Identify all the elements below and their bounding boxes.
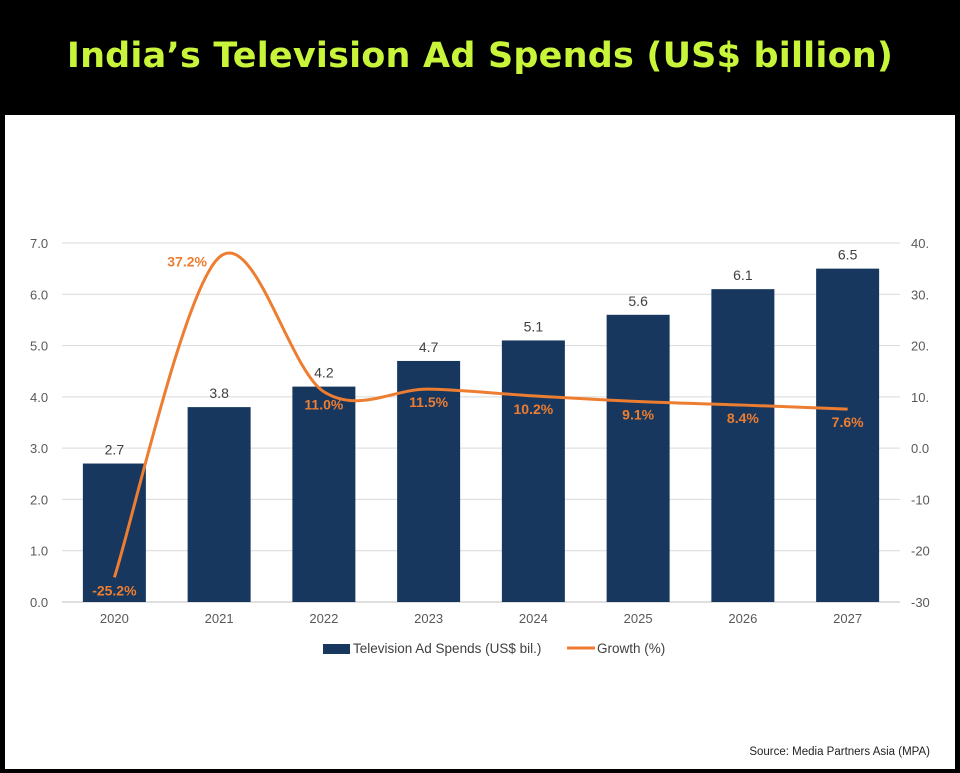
bar <box>606 314 670 602</box>
bar <box>397 360 461 602</box>
left-tick-label: 4.0 <box>30 390 48 405</box>
left-tick-label: 2.0 <box>30 492 48 507</box>
growth-value-labels: -25.2% 37.2% 11.0% 11.5% 10.2% 9.1% 8.4% 7.6% <box>92 253 864 598</box>
combo-chart: 2.7 3.8 4.2 4.7 5.1 5.6 6.1 6.5 -25.2% 37.2% 11.0… <box>30 236 930 656</box>
growth-value-label: 11.0% <box>304 397 343 413</box>
title-bar: India’s Television Ad Spends (US$ billio… <box>0 0 960 115</box>
x-tick-label: 2024 <box>519 611 548 626</box>
x-tick-label: 2021 <box>205 611 234 626</box>
x-tick-label: 2020 <box>100 611 129 626</box>
x-axis-ticks: 2020 2021 2022 2023 2024 2025 2026 2027 <box>100 611 862 626</box>
right-tick-label: -20 <box>911 544 930 559</box>
legend-bar-label: Television Ad Spends (US$ bil.) <box>353 641 541 656</box>
bar-value-label: 6.1 <box>733 267 753 283</box>
right-tick-label: 10. <box>911 390 929 405</box>
right-tick-label: 30. <box>911 287 929 302</box>
bar <box>187 407 251 602</box>
bar <box>711 289 775 602</box>
right-tick-label: 40. <box>911 236 929 251</box>
growth-line-series <box>112 251 848 578</box>
growth-value-label: 10.2% <box>514 401 554 417</box>
right-axis-ticks: -30 -20 -10 0.0 10. 20. 30. 40. <box>911 236 930 610</box>
left-tick-label: 5.0 <box>30 339 48 354</box>
bar-value-label: 4.2 <box>314 365 334 381</box>
bar-series <box>82 268 880 602</box>
bar-value-labels: 2.7 3.8 4.2 4.7 5.1 5.6 6.1 6.5 <box>105 247 858 458</box>
x-tick-label: 2022 <box>309 611 338 626</box>
growth-value-label: -25.2% <box>92 582 137 598</box>
growth-value-label: 8.4% <box>727 410 759 426</box>
x-tick-label: 2025 <box>624 611 653 626</box>
source-note: Source: Media Partners Asia (MPA) <box>749 746 930 758</box>
growth-line <box>112 251 848 578</box>
bar-value-label: 6.5 <box>838 247 858 263</box>
x-tick-label: 2026 <box>728 611 757 626</box>
x-tick-label: 2027 <box>833 611 862 626</box>
chart-panel <box>5 115 955 769</box>
left-tick-label: 7.0 <box>30 236 48 251</box>
bar <box>82 463 146 602</box>
right-tick-label: -30 <box>911 595 930 610</box>
growth-value-label: 11.5% <box>409 394 448 410</box>
legend: Television Ad Spends (US$ bil.) Growth (… <box>323 641 665 656</box>
left-tick-label: 0.0 <box>30 595 48 610</box>
growth-value-label: 9.1% <box>622 406 654 422</box>
growth-value-label: 7.6% <box>832 414 864 430</box>
growth-value-label: 37.2% <box>167 253 207 269</box>
bar <box>501 340 565 602</box>
legend-line-label: Growth (%) <box>597 641 665 656</box>
left-tick-label: 3.0 <box>30 441 48 456</box>
legend-bar-swatch <box>323 644 350 654</box>
bar-value-label: 5.1 <box>524 318 544 334</box>
bar-value-label: 2.7 <box>105 442 125 458</box>
bar-value-label: 4.7 <box>419 339 439 355</box>
right-tick-label: -10 <box>911 492 930 507</box>
chart-title: India’s Television Ad Spends (US$ billio… <box>66 35 894 76</box>
bar <box>816 268 880 602</box>
bar-value-label: 5.6 <box>628 293 648 309</box>
right-tick-label: 20. <box>911 339 929 354</box>
left-tick-label: 6.0 <box>30 287 48 302</box>
left-tick-label: 1.0 <box>30 544 48 559</box>
right-tick-label: 0.0 <box>911 441 929 456</box>
x-tick-label: 2023 <box>414 611 443 626</box>
left-axis-ticks: 0.0 1.0 2.0 3.0 4.0 5.0 6.0 7.0 <box>30 236 48 610</box>
bar <box>292 386 356 602</box>
bar-value-label: 3.8 <box>209 385 229 401</box>
